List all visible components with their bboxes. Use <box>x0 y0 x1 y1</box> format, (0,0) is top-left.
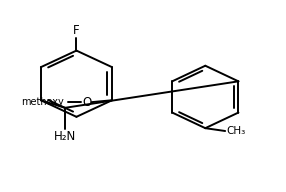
Text: methoxy: methoxy <box>21 97 64 107</box>
Text: O: O <box>82 96 91 109</box>
Text: F: F <box>73 24 80 37</box>
Text: H₂N: H₂N <box>54 130 76 143</box>
Text: CH₃: CH₃ <box>226 126 245 136</box>
